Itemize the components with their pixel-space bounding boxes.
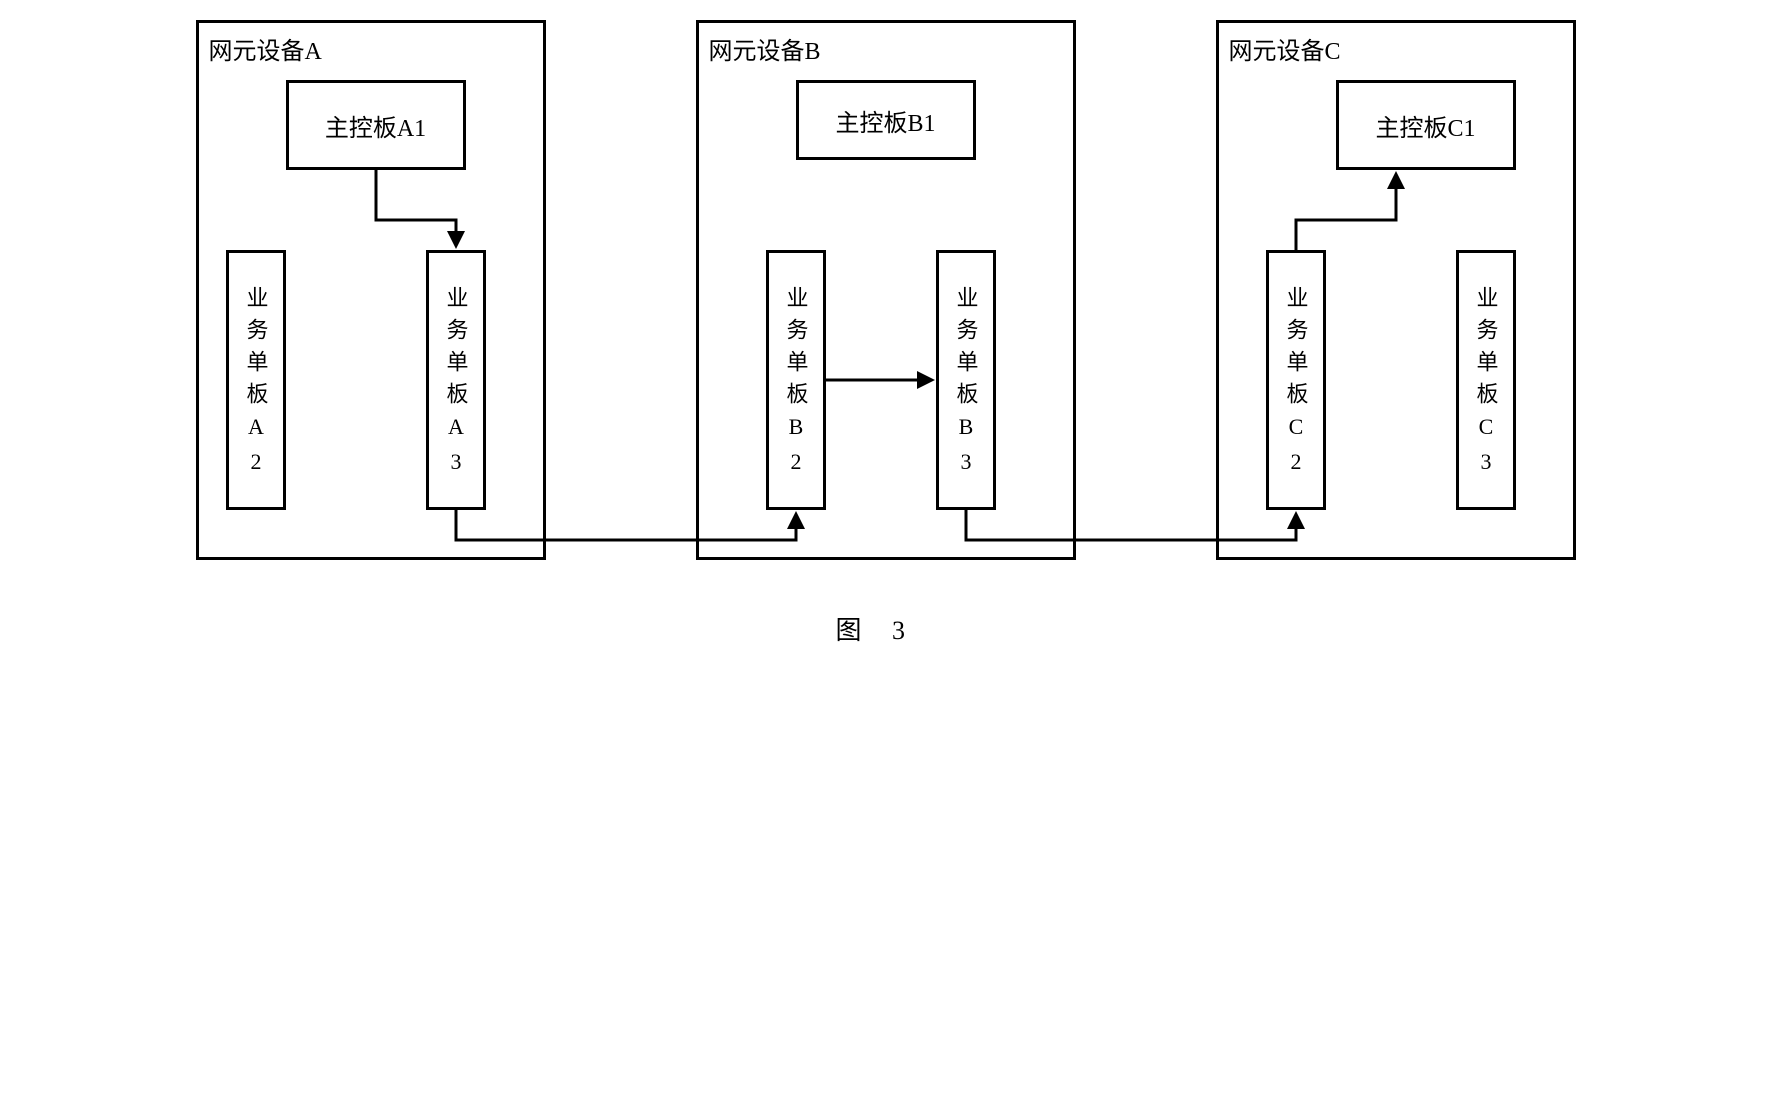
device-title-c: 网元设备C xyxy=(1229,31,1341,66)
main-control-b1: 主控板B1 xyxy=(796,80,976,160)
main-control-c1: 主控板C1 xyxy=(1336,80,1516,170)
figure-label: 图 3 xyxy=(836,610,918,647)
service-board-c2: 业务单板C2 xyxy=(1266,250,1326,510)
service-board-a3: 业务单板A3 xyxy=(426,250,486,510)
device-title-a: 网元设备A xyxy=(209,31,322,66)
service-board-b3: 业务单板B3 xyxy=(936,250,996,510)
service-board-a2: 业务单板A2 xyxy=(226,250,286,510)
main-control-a1: 主控板A1 xyxy=(286,80,466,170)
service-board-c3: 业务单板C3 xyxy=(1456,250,1516,510)
network-diagram: 网元设备A 主控板A1 业务单板A2 业务单板A3 网元设备B 主控板B1 业务… xyxy=(196,20,1596,670)
service-board-b2: 业务单板B2 xyxy=(766,250,826,510)
device-title-b: 网元设备B xyxy=(709,31,821,66)
